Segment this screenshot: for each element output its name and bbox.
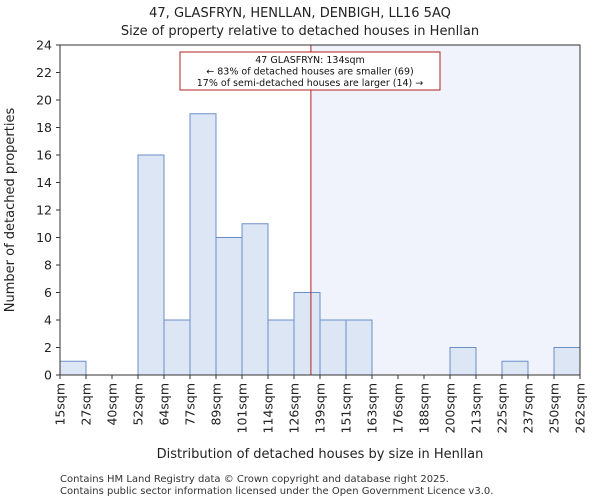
bar-139sqm: [319, 319, 347, 376]
annotation-line-3: 17% of semi-detached houses are larger (…: [197, 78, 424, 89]
x-axis-title: Distribution of detached houses by size …: [157, 447, 484, 462]
bar-200sqm: [449, 347, 477, 376]
bar-114sqm: [267, 319, 295, 376]
x-tick-label: 139sqm: [313, 383, 328, 433]
y-tick-label: 6: [44, 285, 52, 300]
x-tick-label: 64sqm: [157, 383, 172, 426]
chart-subtitle: Size of property relative to detached ho…: [120, 24, 480, 39]
x-tick-label: 163sqm: [365, 383, 380, 433]
y-tick-label: 22: [36, 65, 52, 80]
x-tick-label: 101sqm: [235, 383, 250, 433]
bar-77sqm: [189, 113, 217, 376]
y-tick-label: 14: [36, 175, 52, 190]
bar-15sqm: [59, 360, 87, 376]
footer-copyright: Contains HM Land Registry data © Crown c…: [60, 474, 449, 485]
x-tick-label: 52sqm: [131, 383, 146, 426]
bar-225sqm: [501, 360, 529, 376]
chart-title: 47, GLASFRYN, HENLLAN, DENBIGH, LL16 5AQ: [149, 6, 451, 21]
bar-250sqm: [553, 347, 581, 376]
y-tick-label: 4: [44, 313, 52, 328]
x-axis-ticks: 15sqm 27sqm 40sqm 52sqm 64sqm 77sqm 89sqm 101sq…: [53, 375, 588, 433]
bar-64sqm: [163, 319, 191, 376]
bar-52sqm: [137, 154, 165, 376]
y-axis-title: Number of detached properties: [3, 108, 18, 313]
x-tick-label: 200sqm: [443, 383, 458, 433]
y-tick-label: 16: [36, 148, 52, 163]
y-tick-label: 24: [36, 38, 52, 53]
x-tick-label: 188sqm: [417, 383, 432, 433]
annotation-frame: [179, 51, 441, 91]
x-tick-label: 151sqm: [339, 383, 354, 433]
x-tick-label: 77sqm: [183, 383, 198, 426]
x-tick-label: 27sqm: [79, 383, 94, 426]
bar-126sqm: [293, 292, 321, 376]
y-tick-label: 18: [36, 120, 52, 135]
x-tick-label: 225sqm: [495, 383, 510, 433]
bar-89sqm: [215, 237, 243, 376]
annotation-line-2: ← 83% of detached houses are smaller (69…: [206, 67, 413, 78]
annotation-line-1: 47 GLASFRYN: 134sqm: [255, 55, 364, 66]
y-tick-label: 2: [44, 340, 52, 355]
y-tick-label: 10: [36, 230, 52, 245]
y-tick-label: 8: [44, 258, 52, 273]
x-tick-label: 89sqm: [209, 383, 224, 426]
y-tick-label: 20: [36, 93, 52, 108]
y-tick-label: 0: [44, 368, 52, 383]
x-tick-label: 176sqm: [391, 383, 406, 433]
bars-group: [59, 113, 581, 376]
y-tick-label: 12: [36, 203, 52, 218]
footer-licence: Contains public sector information licen…: [60, 486, 494, 497]
bar-151sqm: [345, 319, 373, 376]
x-tick-label: 262sqm: [573, 383, 588, 433]
annotation-box: 47 GLASFRYN: 134sqm ← 83% of detached ho…: [179, 51, 441, 91]
x-tick-label: 237sqm: [521, 383, 536, 433]
x-tick-label: 40sqm: [105, 383, 120, 426]
bar-101sqm: [241, 223, 269, 376]
x-tick-label: 15sqm: [53, 383, 68, 426]
x-tick-label: 114sqm: [261, 383, 276, 433]
x-tick-label: 213sqm: [469, 383, 484, 433]
x-tick-label: 126sqm: [287, 383, 302, 433]
x-tick-label: 250sqm: [547, 383, 562, 433]
